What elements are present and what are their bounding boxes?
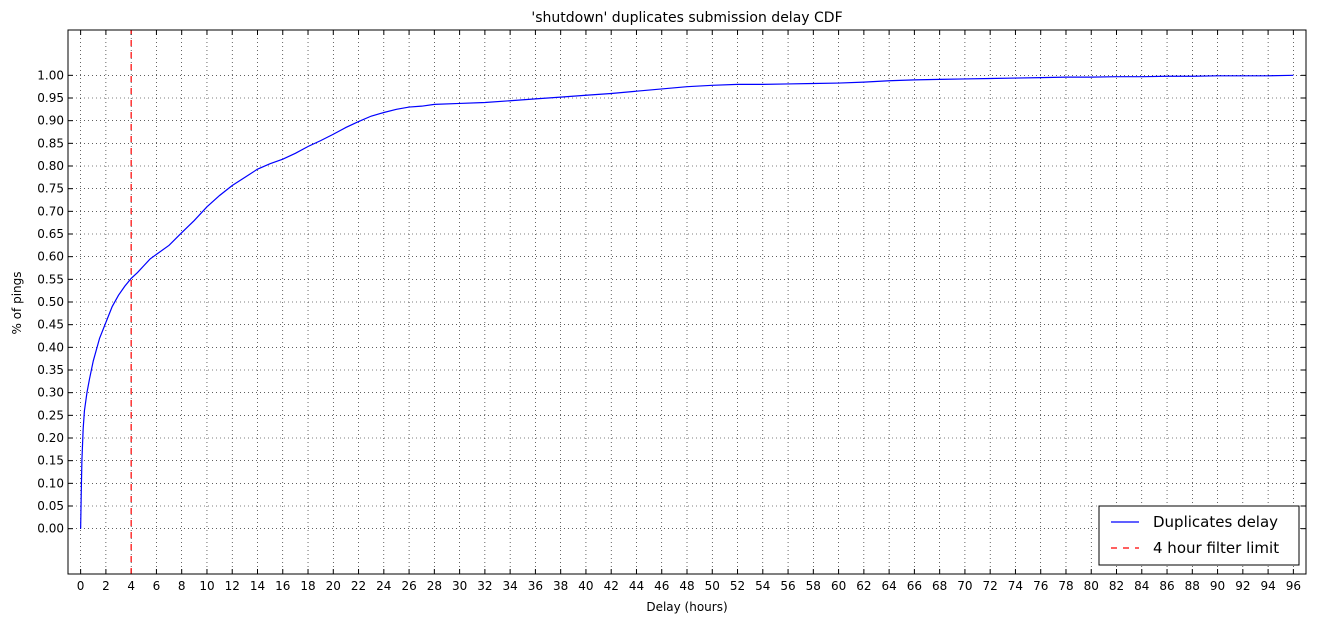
y-tick-label: 0.40 bbox=[37, 340, 64, 354]
y-tick-label: 0.65 bbox=[37, 227, 64, 241]
x-tick-label: 76 bbox=[1033, 579, 1048, 593]
x-tick-label: 86 bbox=[1159, 579, 1174, 593]
x-tick-label: 36 bbox=[528, 579, 543, 593]
x-tick-label: 48 bbox=[679, 579, 694, 593]
y-tick-label: 0.05 bbox=[37, 499, 64, 513]
plot-frame bbox=[67, 29, 1307, 575]
x-tick-label: 34 bbox=[503, 579, 518, 593]
y-tick-label: 0.10 bbox=[37, 476, 64, 490]
y-tick-label: 0.25 bbox=[37, 408, 64, 422]
x-tick-label: 94 bbox=[1260, 579, 1275, 593]
x-tick-label: 38 bbox=[553, 579, 568, 593]
x-tick-label: 4 bbox=[127, 579, 135, 593]
x-tick-label: 24 bbox=[376, 579, 391, 593]
x-tick-label: 66 bbox=[907, 579, 922, 593]
x-tick-label: 78 bbox=[1058, 579, 1073, 593]
x-tick-label: 60 bbox=[831, 579, 846, 593]
x-axis-label: Delay (hours) bbox=[646, 600, 727, 614]
y-tick-label: 0.85 bbox=[37, 136, 64, 150]
x-tick-label: 70 bbox=[957, 579, 972, 593]
y-tick-label: 0.60 bbox=[37, 250, 64, 264]
x-tick-label: 46 bbox=[654, 579, 669, 593]
grid-lines bbox=[68, 30, 1306, 574]
y-tick-label: 0.35 bbox=[37, 363, 64, 377]
y-tick-label: 0.45 bbox=[37, 318, 64, 332]
x-tick-label: 18 bbox=[300, 579, 315, 593]
x-tick-label: 56 bbox=[780, 579, 795, 593]
y-tick-label: 0.55 bbox=[37, 272, 64, 286]
series-line-duplicates-delay bbox=[80, 74, 1294, 529]
x-tick-label: 6 bbox=[153, 579, 161, 593]
x-tick-label: 64 bbox=[881, 579, 896, 593]
legend-label-filter-limit: 4 hour filter limit bbox=[1153, 539, 1279, 557]
x-tick-label: 32 bbox=[477, 579, 492, 593]
x-tick-label: 22 bbox=[351, 579, 366, 593]
x-tick-label: 2 bbox=[102, 579, 110, 593]
x-tick-label: 20 bbox=[326, 579, 341, 593]
legend-label-duplicates-delay: Duplicates delay bbox=[1153, 513, 1278, 531]
x-tick-label: 10 bbox=[199, 579, 214, 593]
x-tick-label: 52 bbox=[730, 579, 745, 593]
legend: Duplicates delay 4 hour filter limit bbox=[1098, 505, 1300, 566]
x-tick-label: 54 bbox=[755, 579, 770, 593]
y-tick-label: 0.20 bbox=[37, 431, 64, 445]
x-tick-label: 58 bbox=[806, 579, 821, 593]
y-tick-label: 1.00 bbox=[37, 68, 64, 82]
x-tick-label: 0 bbox=[77, 579, 85, 593]
axis-ticks: 0 2 4 6 8 10 12 14 16 18 20 22 24 26 28 30 32 34 36 38 40 42 4… bbox=[37, 30, 1306, 593]
y-tick-label: 0.95 bbox=[37, 91, 64, 105]
x-tick-label: 8 bbox=[178, 579, 186, 593]
x-tick-label: 42 bbox=[604, 579, 619, 593]
x-tick-label: 50 bbox=[705, 579, 720, 593]
y-tick-label: 0.15 bbox=[37, 454, 64, 468]
y-tick-label: 0.70 bbox=[37, 204, 64, 218]
x-tick-label: 28 bbox=[427, 579, 442, 593]
x-tick-label: 30 bbox=[452, 579, 467, 593]
x-tick-label: 72 bbox=[983, 579, 998, 593]
legend-box bbox=[1098, 505, 1300, 566]
y-axis-label: % of pings bbox=[10, 271, 24, 334]
y-tick-label: 0.50 bbox=[37, 295, 64, 309]
x-tick-label: 62 bbox=[856, 579, 871, 593]
chart-title: 'shutdown' duplicates submission delay C… bbox=[531, 10, 842, 26]
y-tick-label: 0.00 bbox=[37, 522, 64, 536]
x-tick-label: 84 bbox=[1134, 579, 1149, 593]
x-tick-label: 68 bbox=[932, 579, 947, 593]
y-tick-label: 0.75 bbox=[37, 182, 64, 196]
x-tick-label: 40 bbox=[578, 579, 593, 593]
series-lines bbox=[80, 30, 1294, 574]
x-tick-label: 92 bbox=[1235, 579, 1250, 593]
x-tick-label: 88 bbox=[1185, 579, 1200, 593]
y-tick-label: 0.90 bbox=[37, 114, 64, 128]
x-tick-label: 74 bbox=[1008, 579, 1023, 593]
x-tick-label: 96 bbox=[1286, 579, 1301, 593]
x-tick-label: 14 bbox=[250, 579, 265, 593]
x-tick-label: 44 bbox=[629, 579, 644, 593]
y-tick-label: 0.30 bbox=[37, 386, 64, 400]
x-tick-label: 90 bbox=[1210, 579, 1225, 593]
x-tick-label: 82 bbox=[1109, 579, 1124, 593]
x-tick-label: 12 bbox=[225, 579, 240, 593]
y-tick-label: 0.80 bbox=[37, 159, 64, 173]
x-tick-label: 80 bbox=[1084, 579, 1099, 593]
x-tick-label: 16 bbox=[275, 579, 290, 593]
x-tick-label: 26 bbox=[401, 579, 416, 593]
